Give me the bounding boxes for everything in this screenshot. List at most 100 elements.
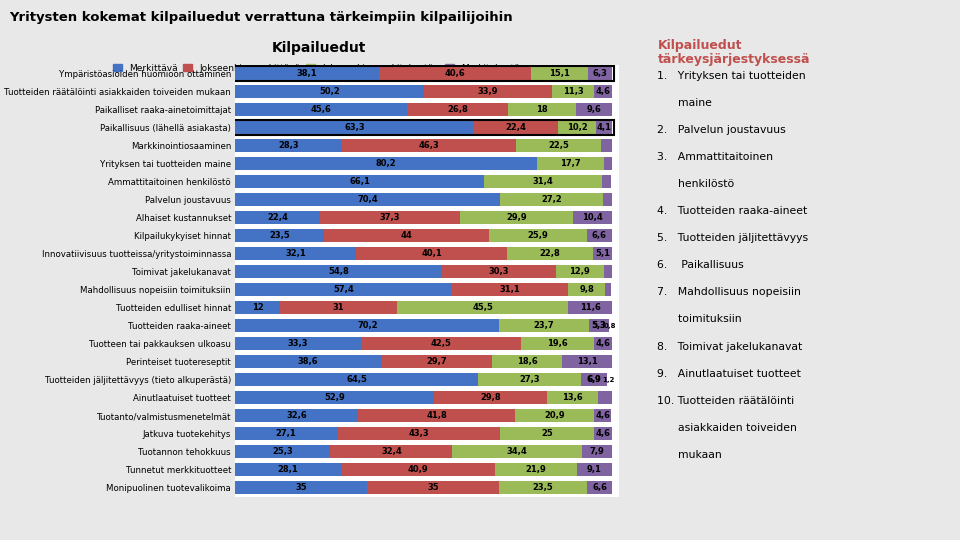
Text: 5,3: 5,3 bbox=[592, 321, 606, 330]
Bar bbox=[594, 427, 612, 440]
Text: 27,1: 27,1 bbox=[276, 429, 297, 438]
Text: 4,1: 4,1 bbox=[596, 123, 612, 132]
Text: 23,5: 23,5 bbox=[533, 483, 553, 492]
Text: 0,8: 0,8 bbox=[604, 323, 616, 329]
Text: 7.   Mahdollisuus nopeisiin: 7. Mahdollisuus nopeisiin bbox=[658, 287, 802, 298]
Text: 35: 35 bbox=[427, 483, 439, 492]
Text: 25: 25 bbox=[541, 429, 553, 438]
Bar bbox=[568, 284, 605, 296]
Bar bbox=[337, 427, 500, 440]
Bar bbox=[235, 463, 341, 476]
Text: Kilpailuedut: Kilpailuedut bbox=[272, 41, 367, 55]
Text: 4,6: 4,6 bbox=[595, 339, 611, 348]
Text: 21,9: 21,9 bbox=[526, 465, 546, 474]
Text: 27,2: 27,2 bbox=[541, 195, 562, 204]
Bar bbox=[235, 392, 434, 404]
Bar bbox=[588, 319, 609, 332]
Text: toimituksiin: toimituksiin bbox=[658, 314, 742, 325]
Bar bbox=[604, 265, 612, 278]
Text: 26,8: 26,8 bbox=[447, 105, 468, 114]
Bar bbox=[341, 463, 495, 476]
Text: 6,9: 6,9 bbox=[587, 375, 601, 384]
Text: 41,8: 41,8 bbox=[426, 411, 447, 420]
Bar bbox=[235, 427, 337, 440]
Text: mukaan: mukaan bbox=[658, 450, 722, 460]
Text: 18: 18 bbox=[536, 105, 547, 114]
Bar bbox=[235, 157, 538, 170]
Bar bbox=[508, 103, 576, 116]
Bar bbox=[546, 392, 598, 404]
Text: Kilpailuedut: Kilpailuedut bbox=[658, 39, 742, 52]
Text: 7,9: 7,9 bbox=[589, 447, 604, 456]
Text: 15,1: 15,1 bbox=[549, 69, 570, 78]
Text: 22,4: 22,4 bbox=[267, 213, 288, 222]
Bar bbox=[378, 68, 532, 80]
Bar bbox=[235, 355, 380, 368]
Bar bbox=[492, 355, 563, 368]
Text: 9,6: 9,6 bbox=[587, 105, 601, 114]
Bar bbox=[499, 481, 588, 494]
Text: 10,4: 10,4 bbox=[582, 213, 603, 222]
Legend: Merkittävä, Jokseenkin merkittävä, Jokseenkin merkityksetön, Merkityksetön: Merkittävä, Jokseenkin merkittävä, Jokse… bbox=[109, 60, 529, 76]
Text: 9,1: 9,1 bbox=[588, 465, 602, 474]
Bar bbox=[320, 211, 460, 224]
Bar bbox=[594, 409, 612, 422]
Text: 11,6: 11,6 bbox=[580, 303, 601, 312]
Text: 6.    Paikallisuus: 6. Paikallisuus bbox=[658, 260, 744, 271]
Text: 13,6: 13,6 bbox=[562, 393, 583, 402]
Text: 5.   Tuotteiden jäljitettävyys: 5. Tuotteiden jäljitettävyys bbox=[658, 233, 808, 243]
Bar bbox=[588, 481, 612, 494]
Bar bbox=[235, 481, 367, 494]
Bar bbox=[235, 193, 500, 206]
Bar bbox=[358, 409, 516, 422]
Text: 29,7: 29,7 bbox=[426, 357, 446, 366]
Bar bbox=[235, 247, 356, 260]
Text: 4.   Tuotteiden raaka-aineet: 4. Tuotteiden raaka-aineet bbox=[658, 206, 807, 216]
Bar bbox=[356, 247, 507, 260]
Bar bbox=[484, 176, 602, 188]
Bar bbox=[361, 338, 520, 350]
Bar bbox=[604, 157, 612, 170]
Bar bbox=[593, 247, 612, 260]
Text: 31: 31 bbox=[333, 303, 345, 312]
Text: 32,4: 32,4 bbox=[381, 447, 402, 456]
Text: 17,7: 17,7 bbox=[560, 159, 581, 168]
Bar bbox=[516, 409, 594, 422]
Text: 5,1: 5,1 bbox=[595, 249, 610, 258]
Text: asiakkaiden toiveiden: asiakkaiden toiveiden bbox=[658, 423, 798, 433]
Text: 6,6: 6,6 bbox=[591, 231, 607, 240]
Text: 22,4: 22,4 bbox=[505, 123, 526, 132]
Bar bbox=[473, 122, 558, 134]
Bar bbox=[582, 446, 612, 458]
Bar bbox=[594, 85, 612, 98]
Bar bbox=[235, 68, 378, 80]
Text: 30,3: 30,3 bbox=[489, 267, 509, 276]
Bar bbox=[500, 193, 603, 206]
Bar bbox=[235, 301, 280, 314]
Text: 6,9: 6,9 bbox=[588, 375, 600, 384]
Bar bbox=[532, 68, 588, 80]
Bar bbox=[558, 122, 596, 134]
Bar bbox=[538, 157, 604, 170]
Text: 13,1: 13,1 bbox=[577, 357, 597, 366]
Bar bbox=[235, 103, 407, 116]
Text: 44: 44 bbox=[400, 231, 413, 240]
Text: 34,4: 34,4 bbox=[507, 447, 528, 456]
Text: 2.   Palvelun joustavuus: 2. Palvelun joustavuus bbox=[658, 125, 786, 135]
Text: 29,9: 29,9 bbox=[506, 213, 526, 222]
Text: 38,1: 38,1 bbox=[297, 69, 317, 78]
Bar bbox=[235, 230, 324, 242]
Bar bbox=[235, 176, 484, 188]
Text: 22,5: 22,5 bbox=[548, 141, 569, 150]
Text: 40,1: 40,1 bbox=[421, 249, 442, 258]
Text: 32,6: 32,6 bbox=[286, 411, 307, 420]
Bar bbox=[581, 373, 607, 386]
Text: 40,6: 40,6 bbox=[444, 69, 466, 78]
Text: 54,8: 54,8 bbox=[328, 267, 348, 276]
Text: 12: 12 bbox=[252, 303, 264, 312]
Bar bbox=[500, 427, 594, 440]
Bar bbox=[235, 373, 478, 386]
Text: 31,1: 31,1 bbox=[499, 285, 520, 294]
Bar bbox=[235, 122, 473, 134]
Bar bbox=[594, 338, 612, 350]
